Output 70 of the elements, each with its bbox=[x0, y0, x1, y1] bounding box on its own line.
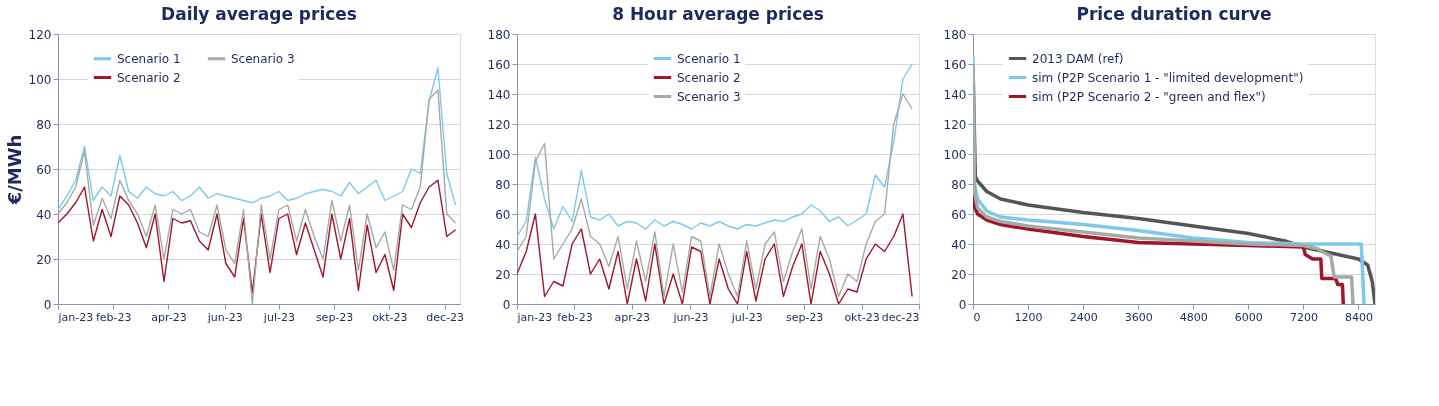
legend-label: Scenario 1 bbox=[677, 51, 741, 66]
y-tick-label: 40 bbox=[951, 237, 967, 252]
chart-title: Price duration curve bbox=[1076, 4, 1272, 24]
legend-label: sim (P2P Scenario 1 - "limited development") bbox=[1032, 70, 1304, 85]
x-tick-label: feb-23 bbox=[557, 310, 593, 324]
y-tick-label: 40 bbox=[36, 207, 52, 222]
y-tick-label: 100 bbox=[28, 72, 52, 87]
y-tick-label: 120 bbox=[487, 117, 511, 132]
y-tick-label: 180 bbox=[487, 27, 511, 42]
y-axis-title: €/MWh bbox=[3, 134, 25, 206]
legend-label: Scenario 2 bbox=[677, 70, 741, 85]
line-series bbox=[58, 67, 457, 211]
x-tick-label: jul-23 bbox=[262, 310, 295, 324]
x-tick-label: sep-23 bbox=[315, 310, 354, 324]
chart-title: 8 Hour average prices bbox=[612, 4, 824, 24]
x-tick-label: jun-23 bbox=[206, 310, 243, 324]
x-tick-label: jan-23 bbox=[516, 310, 553, 324]
y-tick-label: 160 bbox=[487, 57, 511, 72]
legend-label: sim (P2P Scenario 2 - "green and flex") bbox=[1032, 89, 1266, 104]
y-tick-label: 160 bbox=[943, 57, 967, 72]
x-tick-label: okt-23 bbox=[844, 310, 880, 324]
y-tick-label: 100 bbox=[943, 147, 967, 162]
x-tick-label: feb-23 bbox=[95, 310, 132, 324]
y-tick-label: 120 bbox=[28, 27, 52, 42]
x-tick-label: 4800 bbox=[1179, 310, 1208, 324]
x-tick-label: 0 bbox=[973, 310, 981, 324]
x-tick-label: apr-23 bbox=[614, 310, 651, 324]
line-series bbox=[517, 213, 913, 304]
x-tick-label: jan-23 bbox=[57, 310, 94, 324]
chart-title: Daily average prices bbox=[161, 4, 357, 24]
legend-label: Scenario 3 bbox=[231, 51, 295, 66]
line-series bbox=[58, 89, 457, 304]
x-tick-label: apr-23 bbox=[151, 310, 187, 324]
y-tick-label: 80 bbox=[36, 117, 52, 132]
y-tick-label: 80 bbox=[495, 177, 511, 192]
y-tick-label: 0 bbox=[43, 297, 52, 312]
y-tick-label: 40 bbox=[495, 237, 511, 252]
y-tick-label: 100 bbox=[487, 147, 511, 162]
x-tick-label: 3600 bbox=[1124, 310, 1153, 324]
x-tick-label: 1200 bbox=[1014, 310, 1043, 324]
x-tick-label: 2400 bbox=[1069, 310, 1098, 324]
x-tick-label: dec-23 bbox=[881, 310, 920, 324]
legend-label: Scenario 1 bbox=[117, 51, 181, 66]
y-tick-label: 20 bbox=[495, 267, 511, 282]
y-tick-label: 0 bbox=[502, 297, 511, 312]
y-tick-label: 80 bbox=[951, 177, 967, 192]
y-tick-label: 140 bbox=[943, 87, 967, 102]
line-series bbox=[58, 179, 457, 294]
line-series bbox=[517, 63, 913, 238]
line-series bbox=[517, 93, 913, 298]
x-tick-label: 7200 bbox=[1289, 310, 1318, 324]
x-tick-label: okt-23 bbox=[372, 310, 408, 324]
y-tick-label: 20 bbox=[951, 267, 967, 282]
x-tick-label: 6000 bbox=[1234, 310, 1263, 324]
y-tick-label: 60 bbox=[951, 207, 967, 222]
y-tick-label: 20 bbox=[36, 252, 52, 267]
legend-label: 2013 DAM (ref) bbox=[1032, 51, 1124, 66]
legend-label: Scenario 3 bbox=[677, 89, 741, 104]
x-tick-label: dec-23 bbox=[426, 310, 464, 324]
x-tick-label: 8400 bbox=[1344, 310, 1373, 324]
legend-label: Scenario 2 bbox=[117, 70, 181, 85]
x-tick-label: jul-23 bbox=[730, 310, 763, 324]
y-tick-label: 180 bbox=[943, 27, 967, 42]
y-tick-label: 60 bbox=[36, 162, 52, 177]
x-tick-label: jun-23 bbox=[672, 310, 709, 324]
y-tick-label: 140 bbox=[487, 87, 511, 102]
y-tick-label: 60 bbox=[495, 207, 511, 222]
y-tick-label: 0 bbox=[958, 297, 967, 312]
x-tick-label: sep-23 bbox=[785, 310, 824, 324]
y-tick-label: 120 bbox=[943, 117, 967, 132]
